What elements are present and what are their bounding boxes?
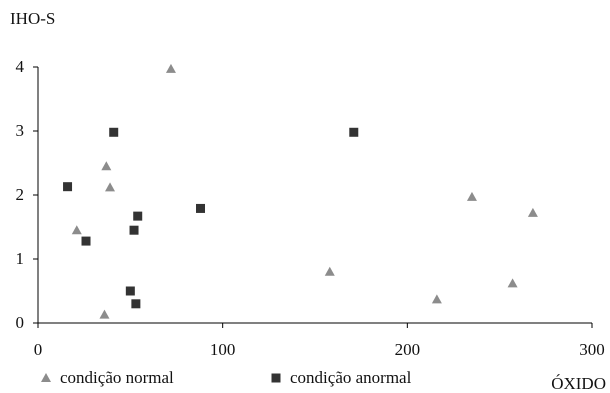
normal-point	[99, 309, 110, 319]
y-tick-label: 2	[16, 185, 25, 204]
y-tick-label: 3	[16, 121, 25, 140]
legend-label: condição normal	[60, 368, 174, 387]
y-tick-label: 4	[16, 57, 25, 76]
abnormal-point	[63, 182, 73, 192]
legend-marker-abnormal	[271, 373, 281, 383]
normal-point	[105, 182, 116, 192]
x-tick-label: 0	[34, 340, 43, 359]
legend-marker-normal	[41, 373, 51, 382]
abnormal-point	[131, 299, 141, 309]
y-tick-label: 0	[16, 313, 25, 332]
abnormal-point	[196, 203, 206, 213]
x-tick-label: 100	[210, 340, 236, 359]
x-tick-label: 300	[579, 340, 605, 359]
y-axis-label: IHO-S	[10, 9, 55, 28]
abnormal-point	[125, 286, 135, 296]
normal-point	[71, 225, 82, 235]
abnormal-point	[129, 225, 139, 235]
normal-point	[165, 63, 176, 73]
normal-point	[466, 191, 477, 201]
abnormal-point	[81, 236, 91, 246]
abnormal-point	[109, 127, 119, 137]
legend: condição normal condição anormal	[41, 368, 412, 387]
x-tick-label: 200	[395, 340, 421, 359]
y-ticks: 0 1 2 3 4	[16, 57, 38, 332]
normal-point	[324, 266, 335, 276]
y-tick-label: 1	[16, 249, 25, 268]
normal-point	[101, 161, 112, 171]
legend-label: condição anormal	[290, 368, 412, 387]
x-ticks: 0 100 200 300	[34, 323, 605, 359]
normal-point	[507, 278, 518, 288]
normal-point	[431, 294, 442, 304]
axes	[37, 67, 592, 324]
abnormal-point	[133, 211, 143, 221]
x-axis-label: ÓXIDO	[551, 374, 606, 393]
data-points	[63, 63, 538, 319]
abnormal-point	[349, 127, 359, 137]
normal-point	[527, 207, 538, 217]
